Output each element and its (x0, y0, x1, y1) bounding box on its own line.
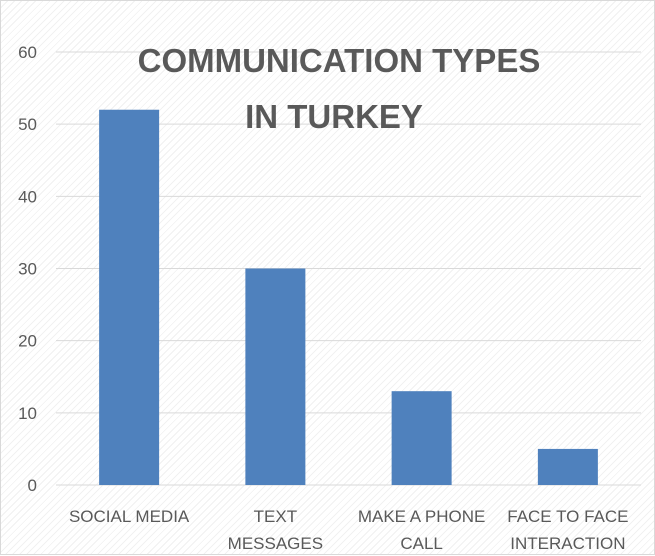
y-tick-label: 60 (18, 43, 37, 62)
bar (391, 391, 452, 485)
x-category-label: MAKE A PHONE (358, 507, 486, 526)
x-category-label: FACE TO FACE (507, 507, 628, 526)
chart-title-line-1: COMMUNICATION TYPES (138, 42, 541, 79)
x-axis-categories: SOCIAL MEDIA TEXT MESSAGES MAKE A PHONE CALL… (69, 507, 629, 553)
y-axis-ticks: 0 10 20 30 40 50 60 (18, 43, 37, 495)
x-category-label: CALL (400, 534, 443, 553)
chart-title-line-2: IN TURKEY (245, 98, 423, 135)
bars (99, 109, 598, 485)
y-tick-label: 30 (18, 260, 37, 279)
bar (99, 109, 160, 485)
y-tick-label: 0 (28, 476, 37, 495)
y-tick-label: 50 (18, 115, 37, 134)
bar (537, 448, 598, 485)
y-tick-label: 20 (18, 332, 37, 351)
x-category-label: MESSAGES (228, 534, 323, 553)
y-tick-label: 40 (18, 187, 37, 206)
bar (245, 268, 306, 485)
x-category-label: INTERACTION (510, 534, 625, 553)
y-tick-label: 10 (18, 404, 37, 423)
x-category-label: TEXT (254, 507, 297, 526)
x-category-label: SOCIAL MEDIA (69, 507, 190, 526)
